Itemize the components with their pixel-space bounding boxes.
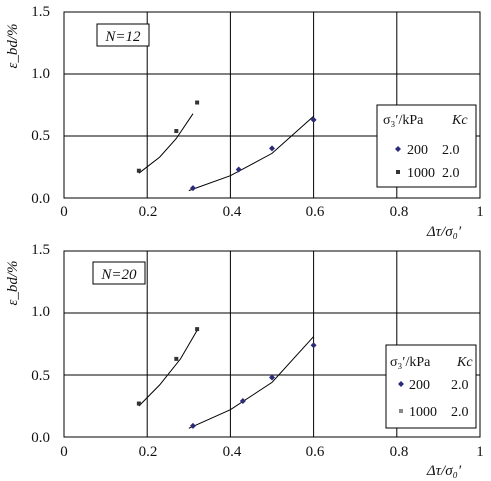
data-point-200 — [269, 374, 275, 381]
fit-curve-200 — [188, 115, 314, 192]
legend-entry-kc: 2.0 — [451, 378, 469, 393]
legend-entry-kc: 2.0 — [451, 405, 469, 420]
legend-marker-diamond — [398, 381, 404, 387]
y-tick: 0.0 — [31, 191, 50, 207]
panel-label: N=20 — [100, 267, 137, 283]
y-tick: 0.5 — [31, 368, 50, 384]
legend-marker-diamond — [395, 146, 401, 152]
x-tick: 0.8 — [390, 204, 409, 220]
panel-label-box — [96, 23, 150, 47]
x-tick: 0.2 — [139, 204, 158, 220]
legend-header-right: Kc — [456, 355, 473, 370]
legend-box — [376, 104, 477, 188]
marks — [136, 100, 317, 192]
x-tick: 0 — [60, 204, 68, 220]
y-tick: 1.0 — [31, 304, 50, 320]
chart-panel-n20: 0.0 0.5 1.0 1.5 0 0.2 0.4 0.6 0.8 1 ε_bd… — [5, 242, 484, 479]
data-point-1000 — [195, 100, 200, 105]
data-point-1000 — [136, 401, 141, 406]
legend: σ₃′/kPa Kc 200 2.0 1000 2.0 — [385, 344, 477, 429]
legend-entry-label: 1000 — [407, 166, 435, 181]
x-axis-label: Δτ/σ₀′ — [426, 463, 462, 479]
marks — [136, 327, 317, 429]
x-tick: 0.2 — [139, 444, 158, 460]
legend-entry-kc: 2.0 — [442, 166, 460, 181]
legend-marker-square — [399, 409, 403, 413]
legend-entry-label: 1000 — [409, 405, 437, 420]
legend: σ₃′/kPa Kc 200 2.0 1000 2.0 — [376, 104, 477, 188]
x-tick: 0.6 — [306, 444, 325, 460]
chart-panel-n12: 0.0 0.5 1.0 1.5 0 0.2 0.4 0.6 0.8 1 ε_bd… — [5, 4, 484, 240]
fit-curve-1000 — [138, 330, 198, 407]
y-tick: 1.5 — [31, 4, 50, 20]
data-point-1000 — [195, 327, 200, 332]
data-point-200 — [239, 398, 246, 405]
legend-header-right: Kc — [451, 113, 468, 128]
fit-curve-200 — [188, 336, 314, 429]
y-tick: 1.0 — [31, 66, 50, 82]
data-point-1000 — [136, 168, 141, 173]
fit-curve-1000 — [138, 113, 194, 174]
data-point-200 — [189, 185, 196, 192]
y-axis-label: ε_bd/% — [5, 23, 21, 68]
x-tick: 0 — [60, 444, 68, 460]
x-tick: 1 — [476, 444, 484, 460]
x-axis-label: Δτ/σ₀′ — [426, 224, 462, 240]
data-point-200 — [310, 116, 317, 123]
data-point-200 — [310, 342, 317, 349]
x-tick: 0.8 — [390, 444, 409, 460]
x-tick: 1 — [476, 204, 484, 220]
x-tick: 0.4 — [223, 204, 242, 220]
panel-label-box — [92, 261, 146, 285]
legend-entry-label: 200 — [409, 378, 430, 393]
legend-marker-square — [396, 170, 400, 174]
legend-header-left: σ₃′/kPa — [390, 355, 431, 370]
x-tick: 0.6 — [306, 204, 325, 220]
data-point-1000 — [174, 356, 179, 361]
panel-label: N=12 — [104, 29, 141, 45]
legend-entry-label: 200 — [407, 143, 428, 158]
x-tick: 0.4 — [223, 444, 242, 460]
legend-header-left: σ₃′/kPa — [383, 113, 424, 128]
legend-entry-kc: 2.0 — [442, 143, 460, 158]
y-tick: 1.5 — [31, 242, 50, 258]
data-point-1000 — [174, 129, 179, 134]
data-point-200 — [189, 422, 196, 429]
data-point-200 — [269, 145, 275, 152]
data-point-200 — [235, 166, 242, 173]
y-tick: 0.0 — [31, 430, 50, 446]
y-tick: 0.5 — [31, 128, 50, 144]
y-axis-label: ε_bd/% — [5, 260, 21, 305]
